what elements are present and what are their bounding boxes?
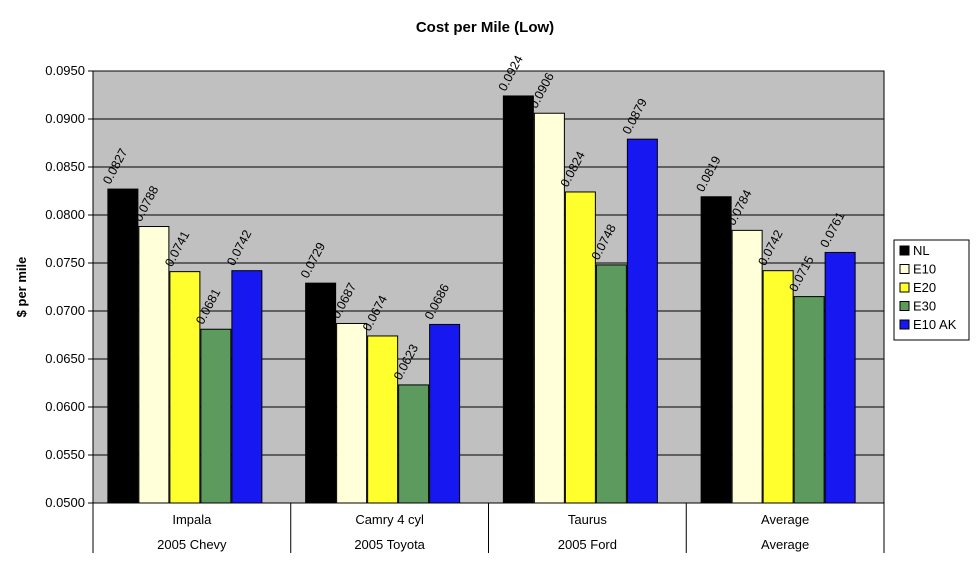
bar-e20-0 bbox=[169, 271, 201, 504]
bar-nl-3 bbox=[700, 196, 732, 504]
bar-e10-3 bbox=[731, 229, 763, 504]
bar-nl-2 bbox=[502, 95, 534, 504]
legend-swatch bbox=[899, 245, 910, 256]
chart-title: Cost per Mile (Low) bbox=[416, 19, 554, 36]
sub-category-label: 2005 Toyota bbox=[354, 537, 425, 552]
y-tick-label: 0.0500 bbox=[45, 495, 85, 510]
category-label: Taurus bbox=[568, 512, 608, 527]
y-tick-label: 0.0750 bbox=[45, 255, 85, 270]
bar-e30-3 bbox=[793, 296, 825, 504]
bar-e20-1 bbox=[367, 335, 399, 504]
y-tick-label: 0.0600 bbox=[45, 399, 85, 414]
category-label: Impala bbox=[172, 512, 212, 527]
legend-label: E10 bbox=[913, 262, 936, 277]
bar-e10-ak-3 bbox=[824, 251, 856, 504]
bar-e10-2 bbox=[533, 112, 565, 504]
y-axis-ticks: 0.0500 0.0550 0.0600 0.0650 0.0700 0.0750 0.08… bbox=[45, 63, 93, 510]
bar-e10-ak-2 bbox=[626, 138, 658, 504]
legend-swatch bbox=[899, 301, 910, 311]
y-tick-label: 0.0700 bbox=[45, 303, 85, 318]
legend-label: E10 AK bbox=[913, 317, 957, 332]
x-axis: Impala 2005 Chevy Camry 4 cyl 2005 Toyota Ta… bbox=[92, 503, 885, 553]
bar-e20-3 bbox=[762, 270, 794, 504]
y-tick-label: 0.0550 bbox=[45, 447, 85, 462]
legend: NL E10 E20 E30 E10 AK bbox=[893, 239, 970, 341]
bar-e30-2 bbox=[595, 264, 627, 504]
legend-label: E20 bbox=[913, 280, 936, 295]
legend-swatch bbox=[899, 264, 910, 274]
category-label: Average bbox=[761, 512, 809, 527]
bar-e30-0 bbox=[200, 328, 232, 504]
legend-label: E30 bbox=[913, 299, 936, 314]
sub-category-label: 2005 Chevy bbox=[157, 537, 227, 552]
bar-e10-0 bbox=[138, 226, 170, 504]
bar-e30-1 bbox=[398, 384, 430, 504]
bars bbox=[107, 95, 856, 504]
bar-e10-1 bbox=[336, 322, 368, 504]
y-tick-label: 0.0950 bbox=[45, 63, 85, 78]
legend-label: NL bbox=[913, 243, 930, 258]
y-tick-label: 0.0650 bbox=[45, 351, 85, 366]
sub-category-label: 2005 Ford bbox=[558, 537, 617, 552]
legend-swatch bbox=[899, 319, 910, 330]
legend-swatch bbox=[899, 282, 910, 293]
bar-e20-2 bbox=[564, 191, 596, 504]
sub-category-label: Average bbox=[761, 537, 809, 552]
bar-e10-ak-0 bbox=[231, 270, 263, 504]
category-label: Camry 4 cyl bbox=[355, 512, 424, 527]
y-tick-label: 0.0900 bbox=[45, 111, 85, 126]
bar-nl-0 bbox=[107, 188, 139, 504]
y-tick-label: 0.0800 bbox=[45, 207, 85, 222]
y-axis-label: $ per mile bbox=[14, 257, 29, 318]
bar-e10-ak-1 bbox=[429, 323, 461, 504]
y-tick-label: 0.0850 bbox=[45, 159, 85, 174]
bar-nl-1 bbox=[305, 282, 337, 504]
